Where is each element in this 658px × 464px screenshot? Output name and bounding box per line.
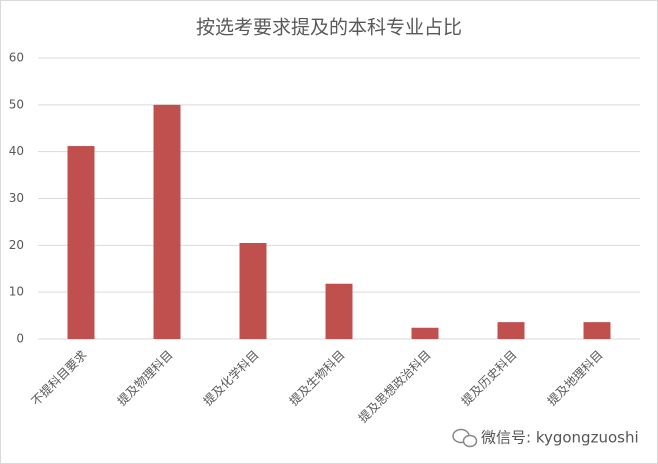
bar (239, 242, 267, 339)
bar (67, 146, 95, 339)
bar (497, 322, 525, 339)
chart-title: 按选考要求提及的本科专业占比 (196, 17, 462, 39)
y-tick-label: 10 (9, 285, 24, 299)
y-tick-label: 50 (9, 97, 24, 111)
bar (411, 327, 439, 339)
y-tick-label: 40 (9, 144, 24, 158)
wechat-icon (452, 428, 478, 448)
bar (153, 104, 181, 339)
y-tick-label: 60 (9, 51, 24, 65)
y-tick-label: 0 (16, 332, 24, 346)
watermark: 微信号: kygongzuoshi (481, 429, 639, 447)
bar (583, 322, 611, 339)
y-tick-label: 20 (9, 238, 24, 252)
y-tick-label: 30 (9, 191, 24, 205)
bar (325, 283, 353, 339)
